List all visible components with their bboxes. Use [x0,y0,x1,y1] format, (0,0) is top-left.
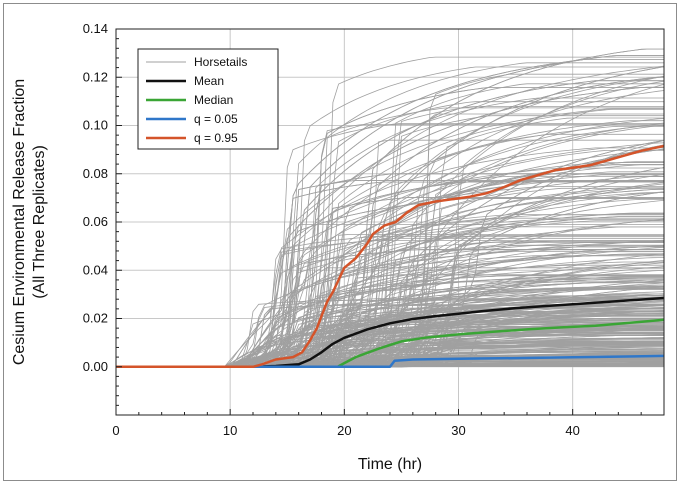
x-tick-label: 20 [337,423,351,438]
release-fraction-chart: 0 10 20 30 40 0.00 0.02 0.04 0.06 0.08 0.10 0.12 0.1… [11,21,665,473]
y-tick-label: 0.02 [83,311,108,326]
series-line-median [116,318,664,369]
legend-label-mean: Mean [194,74,224,88]
legend-label-horsetails: Horsetails [194,55,247,69]
legend-label-median: Median [194,93,233,107]
y-tick-label: 0.06 [83,214,108,229]
x-axis-title: Time (hr) [358,456,422,473]
y-tick-label: 0.08 [83,166,108,181]
x-tick-label: 30 [451,423,465,438]
series-line-q-0-05 [116,354,664,369]
y-tick-label: 0.12 [83,69,108,84]
axis-tick-labels: 0 10 20 30 40 0.00 0.02 0.04 0.06 0.08 0.10 0.12 0.1… [83,21,580,438]
legend: Horsetails Mean Median q = 0.05 q = 0.95 [137,48,279,150]
axis-ticks [115,28,665,415]
legend-label-q-0-05: q = 0.05 [194,112,238,126]
y-tick-label: 0.00 [83,359,108,374]
y-tick-label: 0.10 [83,118,108,133]
y-axis-title-line1: Cesium Environmental Release Fraction [11,79,28,365]
statistic-lines [116,144,664,369]
y-axis-title: Cesium Environmental Release Fraction (A… [11,79,48,365]
series-line-q-0-95 [116,144,664,369]
y-axis-title-line2: (All Three Replicates) [31,145,48,299]
legend-label-q-0-95: q = 0.95 [194,131,238,145]
series-line-mean [116,296,664,369]
y-tick-label: 0.14 [83,21,108,36]
x-tick-label: 40 [565,423,579,438]
x-tick-label: 0 [112,423,119,438]
y-tick-label: 0.04 [83,262,108,277]
x-tick-label: 10 [223,423,237,438]
chart-frame: 0 10 20 30 40 0.00 0.02 0.04 0.06 0.08 0.10 0.12 0.1… [3,3,677,481]
